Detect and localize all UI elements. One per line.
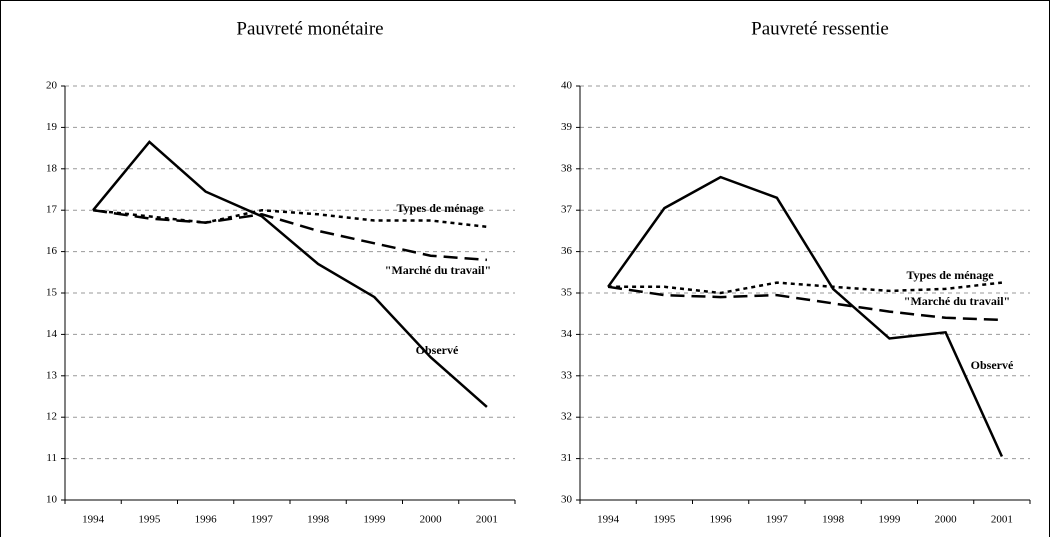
series-line: [92, 208, 487, 262]
x-tick-label: 1999: [878, 514, 901, 526]
x-tick-label: 1994: [82, 514, 105, 526]
y-tick-label: 10: [46, 494, 58, 506]
y-tick-label: 11: [46, 452, 57, 464]
x-tick-label: 2001: [476, 514, 498, 526]
series-label: Types de ménage: [906, 268, 994, 282]
y-tick-label: 31: [561, 452, 572, 464]
x-tick-label: 1995: [138, 514, 161, 526]
x-tick-label: 1994: [597, 514, 620, 526]
y-tick-label: 14: [46, 328, 58, 340]
y-tick-label: 12: [46, 411, 57, 423]
y-tick-label: 39: [561, 121, 573, 133]
y-tick-label: 33: [561, 369, 573, 381]
y-tick-label: 35: [561, 287, 573, 299]
y-tick-label: 17: [46, 204, 58, 216]
series-label: Observé: [971, 358, 1014, 372]
series-label: Types de ménage: [396, 201, 484, 215]
y-tick-label: 19: [46, 121, 58, 133]
series-line: [92, 140, 488, 408]
y-tick-label: 16: [46, 245, 58, 257]
series-label: "Marché du travail": [385, 263, 491, 277]
x-tick-label: 1997: [766, 514, 789, 526]
x-tick-label: 1998: [307, 514, 330, 526]
y-tick-label: 13: [46, 369, 58, 381]
y-tick-label: 37: [561, 204, 573, 216]
x-tick-label: 1998: [822, 514, 845, 526]
x-tick-label: 1995: [653, 514, 676, 526]
x-tick-label: 1996: [710, 514, 733, 526]
y-tick-label: 40: [561, 80, 573, 92]
y-tick-label: 32: [561, 411, 572, 423]
y-tick-label: 18: [46, 162, 58, 174]
y-tick-label: 36: [561, 245, 573, 257]
chart-title: Pauvreté monétaire: [236, 18, 383, 39]
y-tick-label: 30: [561, 494, 573, 506]
x-tick-label: 2001: [991, 514, 1013, 526]
series-label: "Marché du travail": [904, 294, 1010, 308]
series-label: Observé: [416, 343, 459, 357]
y-tick-label: 15: [46, 287, 58, 299]
y-tick-label: 20: [46, 80, 58, 92]
x-tick-label: 2000: [935, 514, 958, 526]
series-line: [92, 208, 488, 229]
chart-title: Pauvreté ressentie: [751, 18, 889, 39]
series-line: [607, 175, 1004, 458]
x-tick-label: 2000: [420, 514, 443, 526]
x-tick-label: 1996: [195, 514, 218, 526]
y-tick-label: 38: [561, 162, 573, 174]
y-tick-label: 34: [561, 328, 573, 340]
series-line: [608, 281, 1003, 295]
series-line: [607, 285, 1002, 322]
x-tick-label: 1999: [363, 514, 386, 526]
x-tick-label: 1997: [251, 514, 274, 526]
